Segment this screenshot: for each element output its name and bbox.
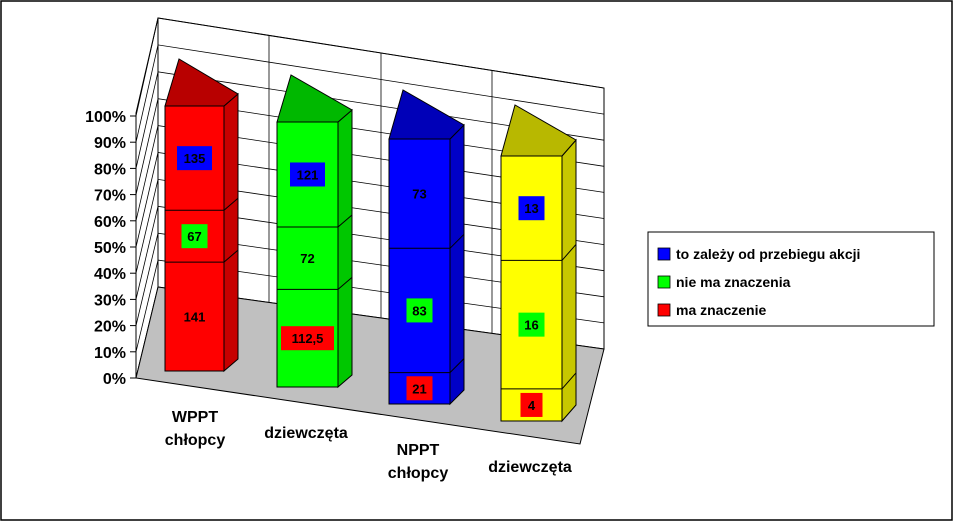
bar-2-segment-line-1 bbox=[277, 277, 353, 290]
label-bg-s3-c1 bbox=[177, 146, 212, 171]
bar-2-top bbox=[276, 74, 353, 123]
bar-1-segment-line-1 bbox=[165, 249, 239, 263]
label-bg-s3-c2 bbox=[290, 162, 325, 187]
label-bg-s2-c1 bbox=[181, 224, 208, 249]
gridline-100 bbox=[135, 17, 605, 117]
bar-1-top bbox=[164, 58, 239, 107]
y-tick-label-10: 100% bbox=[85, 109, 126, 126]
bar-4-top bbox=[500, 104, 577, 157]
y-tick-label-7: 70% bbox=[94, 188, 126, 205]
legend-label-2: nie ma znaczenia bbox=[676, 274, 791, 290]
data-label-s1-c4: 4 bbox=[528, 398, 536, 413]
floor bbox=[135, 286, 605, 445]
legend: to zależy od przebiegu akcji nie ma znacz… bbox=[647, 231, 935, 327]
bar-3-front bbox=[388, 138, 451, 405]
label-bg-s1-c3 bbox=[406, 376, 433, 401]
label-bg-s2-c4 bbox=[518, 312, 545, 337]
y-axis: 0% 10% 20% 30% 40% 50% 60% 70% 80% 90% 100% bbox=[85, 109, 137, 388]
y-tick-label-1: 10% bbox=[94, 345, 126, 362]
gridline-80 bbox=[135, 71, 605, 169]
label-bg-s1-c1 bbox=[177, 304, 212, 329]
bar-1-segment-line-2 bbox=[165, 197, 239, 211]
bar-3-segment-line-2 bbox=[389, 233, 465, 249]
bar-2-side bbox=[337, 108, 353, 389]
legend-swatch-2 bbox=[657, 275, 671, 289]
y-tick-label-2: 20% bbox=[94, 319, 126, 336]
bar-1-side bbox=[223, 92, 239, 373]
y-tick-label-0: 0% bbox=[103, 371, 126, 388]
label-bg-s1-c2 bbox=[281, 326, 334, 351]
legend-label-3: ma znaczenie bbox=[676, 302, 766, 318]
y-tick-label-8: 80% bbox=[94, 161, 126, 178]
data-label-s2-c1: 67 bbox=[187, 229, 201, 244]
data-label-s1-c3: 21 bbox=[412, 381, 426, 396]
label-bg-s1-c4 bbox=[520, 392, 543, 417]
data-label-s1-c2: 112,5 bbox=[292, 331, 324, 346]
x-axis: WPPT chłopcy dziewczęta NPPT chłopcy dziewczę… bbox=[165, 409, 572, 482]
label-bg-s2-c3 bbox=[406, 298, 433, 323]
x-tick-label-3: NPPT chłopcy bbox=[388, 442, 449, 482]
bar-3-side bbox=[449, 123, 465, 406]
gridline-90 bbox=[135, 44, 605, 143]
bar-4-side bbox=[561, 138, 577, 423]
legend-box bbox=[647, 231, 935, 327]
legend-swatch-1 bbox=[657, 247, 671, 261]
bar-4-segment-line-2 bbox=[501, 244, 577, 261]
bar-3-top bbox=[388, 89, 465, 140]
legend-label-1: to zależy od przebiegu akcji bbox=[676, 246, 860, 262]
y-tick-label-3: 30% bbox=[94, 292, 126, 309]
x-tick-label-2: dziewczęta bbox=[264, 425, 348, 442]
data-label-s2-c4: 16 bbox=[524, 318, 538, 333]
data-label-s2-c3: 83 bbox=[412, 303, 426, 318]
bar-4 bbox=[500, 104, 577, 423]
data-label-s3-c1: 135 bbox=[184, 151, 206, 166]
data-label-s1-c1: 141 bbox=[184, 310, 206, 325]
data-label-s2-c2: 72 bbox=[300, 251, 314, 266]
label-bg-s3-c4 bbox=[518, 196, 545, 221]
x-tick-label-4: dziewczęta bbox=[488, 459, 572, 476]
data-label-s3-c4: 13 bbox=[524, 201, 538, 216]
data-label-s3-c3: 73 bbox=[412, 187, 426, 202]
y-tick-label-4: 40% bbox=[94, 266, 126, 283]
bar-4-segment-line-1 bbox=[501, 372, 577, 390]
data-label-s3-c2: 121 bbox=[297, 167, 319, 182]
bar-2-segment-line-2 bbox=[277, 214, 353, 228]
data-labels: 141 67 135 112,5 72 121 21 83 73 4 16 13 bbox=[177, 146, 545, 417]
y-tick-label-6: 60% bbox=[94, 214, 126, 231]
y-tick-label-5: 50% bbox=[94, 240, 126, 257]
label-bg-s2-c2 bbox=[294, 246, 321, 271]
y-tick-label-9: 90% bbox=[94, 135, 126, 152]
bar-3-segment-line-1 bbox=[389, 358, 465, 374]
x-tick-label-1: WPPT chłopcy bbox=[165, 409, 226, 449]
bar-4-front bbox=[500, 155, 563, 422]
bar-3 bbox=[388, 89, 465, 406]
label-bg-s3-c3 bbox=[406, 181, 433, 206]
legend-swatch-3 bbox=[657, 303, 671, 317]
